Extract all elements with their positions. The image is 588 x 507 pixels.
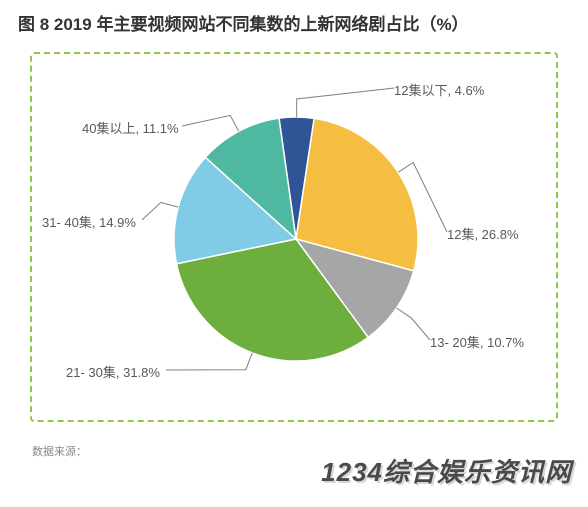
slice-label: 21- 30集, 31.8%	[66, 362, 160, 381]
leader-line	[182, 115, 239, 131]
chart-container: 12集以下, 4.6% 12集, 26.8% 13- 20集, 10.7% 21- 3…	[30, 52, 558, 422]
data-source: 数据来源：	[32, 443, 87, 459]
leader-line	[166, 353, 252, 370]
slice-label: 12集以下, 4.6%	[394, 80, 484, 99]
slice-label: 31- 40集, 14.9%	[42, 212, 136, 231]
slice-label: 40集以上, 11.1%	[82, 118, 179, 137]
leader-line	[142, 202, 178, 220]
slice-label: 13- 20集, 10.7%	[430, 332, 524, 351]
leader-line	[397, 308, 430, 340]
chart-title: 图 8 2019 年主要视频网站不同集数的上新网络剧占比（%）	[0, 0, 588, 43]
leader-line	[297, 88, 394, 117]
slice-label: 12集, 26.8%	[447, 224, 519, 243]
watermark: 1234综合娱乐资讯网	[321, 452, 572, 489]
